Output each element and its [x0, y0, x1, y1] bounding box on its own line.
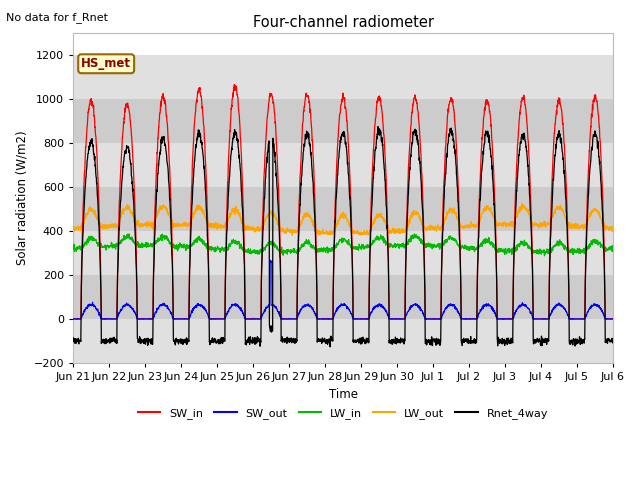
Bar [73, 143, 613, 187]
Bar [73, 275, 613, 319]
Bar [73, 231, 613, 275]
Y-axis label: Solar radiation (W/m2): Solar radiation (W/m2) [15, 131, 28, 265]
Bar [73, 319, 613, 363]
Title: Four-channel radiometer: Four-channel radiometer [253, 15, 433, 30]
Legend: SW_in, SW_out, LW_in, LW_out, Rnet_4way: SW_in, SW_out, LW_in, LW_out, Rnet_4way [134, 404, 552, 423]
Text: HS_met: HS_met [81, 57, 131, 70]
Bar [73, 99, 613, 143]
X-axis label: Time: Time [328, 388, 358, 401]
Bar [73, 55, 613, 99]
Bar [73, 187, 613, 231]
Text: No data for f_Rnet: No data for f_Rnet [6, 12, 108, 23]
